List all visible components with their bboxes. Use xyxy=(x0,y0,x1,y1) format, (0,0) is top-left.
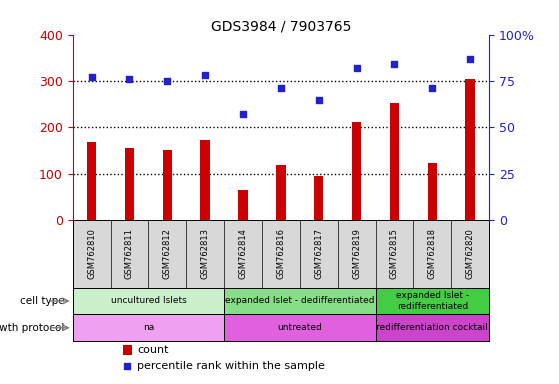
Text: uncultured Islets: uncultured Islets xyxy=(111,296,186,305)
Bar xyxy=(352,122,361,220)
Text: GSM762815: GSM762815 xyxy=(390,228,399,280)
Point xyxy=(390,61,399,67)
Text: expanded Islet - dedifferentiated: expanded Islet - dedifferentiated xyxy=(225,296,375,305)
Bar xyxy=(122,345,132,355)
Text: expanded Islet -
redifferentiated: expanded Islet - redifferentiated xyxy=(396,291,469,311)
Point xyxy=(201,72,210,78)
Bar xyxy=(428,163,437,220)
Text: count: count xyxy=(137,345,169,355)
Bar xyxy=(376,314,489,341)
Text: GSM762810: GSM762810 xyxy=(87,228,96,280)
Bar xyxy=(73,314,224,341)
Text: GSM762813: GSM762813 xyxy=(201,228,210,280)
Text: cell type: cell type xyxy=(20,296,64,306)
Bar xyxy=(390,103,399,220)
Bar xyxy=(238,190,248,220)
Bar xyxy=(314,176,324,220)
Text: GSM762817: GSM762817 xyxy=(314,228,323,280)
Bar xyxy=(276,165,286,220)
Point xyxy=(239,111,248,118)
Bar xyxy=(125,148,134,220)
Bar xyxy=(376,288,489,314)
Bar xyxy=(466,79,475,220)
Text: na: na xyxy=(143,323,154,332)
Text: redifferentiation cocktail: redifferentiation cocktail xyxy=(376,323,488,332)
Bar xyxy=(201,141,210,220)
Point xyxy=(277,85,286,91)
Text: percentile rank within the sample: percentile rank within the sample xyxy=(137,361,325,371)
Bar xyxy=(73,288,224,314)
Bar xyxy=(87,142,96,220)
Point xyxy=(428,85,437,91)
Point xyxy=(466,56,475,62)
Point xyxy=(352,65,361,71)
Text: growth protocol: growth protocol xyxy=(0,323,64,333)
Point xyxy=(163,78,172,84)
Text: GSM762819: GSM762819 xyxy=(352,228,361,280)
Text: untreated: untreated xyxy=(277,323,322,332)
Point xyxy=(87,74,96,80)
Bar xyxy=(224,288,376,314)
Text: GSM762816: GSM762816 xyxy=(276,228,286,280)
Text: GSM762812: GSM762812 xyxy=(163,228,172,280)
Title: GDS3984 / 7903765: GDS3984 / 7903765 xyxy=(211,20,351,33)
Point xyxy=(125,76,134,82)
Bar xyxy=(163,150,172,220)
Text: GSM762820: GSM762820 xyxy=(466,228,475,280)
Point xyxy=(314,96,323,103)
Text: GSM762818: GSM762818 xyxy=(428,228,437,280)
Text: GSM762811: GSM762811 xyxy=(125,228,134,280)
Bar xyxy=(224,314,376,341)
Text: GSM762814: GSM762814 xyxy=(239,228,248,280)
